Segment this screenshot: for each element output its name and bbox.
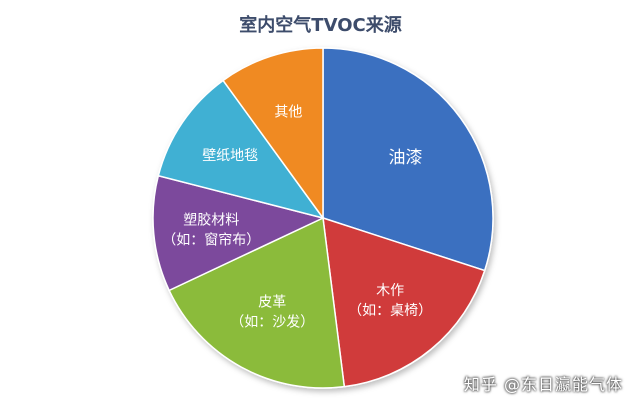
pie-label-sub: （如：桌椅） bbox=[348, 303, 432, 319]
chart-title: 室内空气TVOC来源 bbox=[239, 14, 401, 36]
pie-label-1: 木作 （如：桌椅） bbox=[348, 283, 432, 319]
pie-slices bbox=[152, 47, 494, 389]
pie-slice-4 bbox=[157, 79, 325, 220]
pie-label-name: 塑胶材料 bbox=[183, 212, 239, 229]
pie-slice-0 bbox=[322, 47, 494, 272]
pie-label-name: 其他 bbox=[274, 104, 302, 120]
pie-slice-1 bbox=[322, 216, 486, 388]
pie-label-name: 木作 bbox=[376, 283, 404, 299]
pie-label-name: 壁纸地毯 bbox=[202, 148, 258, 164]
pie-slice-2 bbox=[168, 216, 346, 389]
pie-label-4: 壁纸地毯 bbox=[202, 148, 258, 164]
pie-label-2: 皮革 （如：沙发） bbox=[230, 294, 314, 330]
pie-label-0: 油漆 bbox=[389, 148, 423, 168]
pie-slice-5 bbox=[222, 47, 324, 221]
pie-label-sub: （如：窗帘布） bbox=[162, 232, 260, 249]
pie-label-5: 其他 bbox=[274, 104, 302, 120]
pie-label-sub: （如：沙发） bbox=[230, 314, 314, 330]
pie-label-name: 油漆 bbox=[389, 148, 423, 168]
pie-label-3: 塑胶材料 （如：窗帘布） bbox=[162, 212, 260, 249]
pie-label-name: 皮革 bbox=[258, 294, 286, 310]
watermark: 知乎 @东日瀛能气体 bbox=[463, 375, 623, 394]
pie-slice-3 bbox=[152, 174, 326, 292]
